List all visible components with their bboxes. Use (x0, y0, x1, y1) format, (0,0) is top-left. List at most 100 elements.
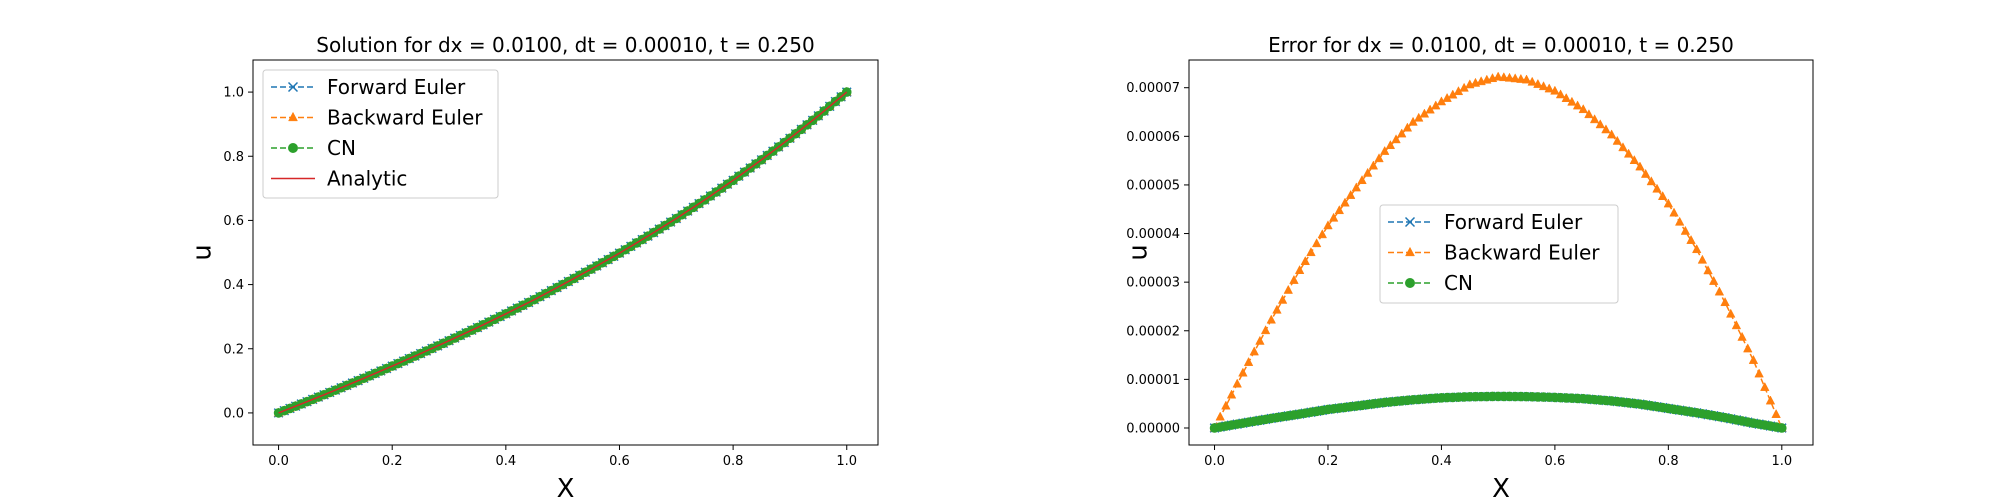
error-series-backward-euler-point (1714, 286, 1725, 296)
error-series-backward-euler-point (1317, 229, 1328, 239)
error-series-backward-euler-point (1504, 72, 1515, 82)
error-series-backward-euler-point (1657, 191, 1668, 200)
error-series-backward-euler-point (1357, 175, 1367, 185)
error-series-backward-euler-point (1703, 265, 1713, 275)
error-series-group (1209, 71, 1787, 433)
error-series-backward-euler-point (1595, 119, 1605, 129)
error-series-backward-euler-point (1249, 346, 1259, 356)
error-series-backward-euler-point (1765, 395, 1776, 405)
error-series-backward-euler-point (1402, 122, 1413, 132)
error-series-backward-euler-point (1362, 167, 1373, 177)
error-series-backward-euler-point (1368, 160, 1379, 170)
error-series-backward-euler-point (1720, 297, 1730, 307)
solution-legend-label: Backward Euler (327, 106, 483, 130)
error-series-backward-euler-point (1266, 314, 1276, 324)
error-series-backward-euler (1209, 71, 1787, 432)
solution-x-tick-label: 0.8 (723, 454, 744, 469)
error-series-backward-euler-point (1300, 256, 1311, 266)
error-y-ticks: 0.00000 0.00001 0.00002 0.00003 0.00004 0.000… (1126, 81, 1189, 436)
error-chart: Error for dx = 0.0100, dt = 0.00010, t =… (1124, 33, 1814, 500)
error-series-backward-euler-point (1555, 89, 1566, 99)
error-series-backward-euler-point (1328, 212, 1339, 222)
error-series-backward-euler-point (1674, 216, 1685, 226)
error-series-backward-euler-point (1737, 331, 1747, 341)
solution-y-tick-label: 1.0 (223, 86, 244, 101)
error-series-backward-euler-point (1771, 408, 1781, 418)
error-series-backward-euler-point (1623, 148, 1634, 158)
solution-y-tick-label: 0.2 (223, 342, 244, 357)
error-series-backward-euler-point (1374, 153, 1384, 163)
error-x-ticks: 0.0 0.2 0.4 0.6 0.8 1.0 (1204, 445, 1792, 469)
solution-y-tick-label: 0.8 (223, 150, 244, 165)
error-series-backward-euler-point (1640, 168, 1651, 178)
error-y-tick-label: 0.00002 (1126, 324, 1180, 339)
error-series-backward-euler-point (1601, 124, 1611, 134)
solution-y-ticks: 0.0 0.2 0.4 0.6 0.8 1.0 (223, 86, 253, 421)
error-series-backward-euler-point (1635, 161, 1645, 171)
solution-x-tick-label: 0.4 (495, 454, 516, 469)
error-series-backward-euler-point (1686, 234, 1696, 244)
error-series-backward-euler-point (1697, 254, 1708, 264)
error-legend: Forward Euler Backward Euler CN (1379, 204, 1619, 304)
error-legend-entry: Backward Euler (1388, 241, 1600, 265)
error-x-tick-label: 0.8 (1658, 454, 1679, 469)
error-series-backward-euler-point (1499, 72, 1509, 82)
error-plot-area (1188, 59, 1814, 446)
solution-y-axis-label: u (188, 244, 218, 260)
error-series-backward-euler-point (1340, 197, 1350, 207)
error-series-backward-euler-point (1527, 76, 1537, 86)
error-series-backward-euler-point (1544, 83, 1554, 93)
error-series-backward-euler-point (1306, 247, 1316, 257)
solution-legend-label: CN (327, 136, 356, 160)
error-x-tick-label: 0.2 (1318, 454, 1339, 469)
error-series-backward-euler-point (1680, 225, 1691, 235)
error-series-backward-euler-point (1691, 244, 1702, 254)
solution-x-tick-label: 0.6 (609, 454, 630, 469)
error-y-axis-label: u (1124, 244, 1154, 260)
error-series-backward-euler-point (1334, 205, 1345, 215)
error-series-backward-euler-point (1232, 378, 1242, 388)
solution-legend-label: Forward Euler (327, 75, 466, 99)
error-legend-entry: CN (1388, 271, 1473, 295)
error-series-backward-euler-point (1743, 343, 1753, 353)
error-series-backward-euler-point (1351, 182, 1362, 192)
solution-x-tick-label: 1.0 (836, 454, 857, 469)
error-series-backward-euler-point (1754, 368, 1764, 378)
solution-legend-entry: CN (271, 136, 356, 160)
error-legend-label: Forward Euler (1444, 210, 1583, 234)
error-series-backward-euler-point (1215, 411, 1225, 421)
solution-x-tick-label: 0.2 (382, 454, 403, 469)
error-x-tick-label: 0.0 (1204, 454, 1225, 469)
error-series-backward-euler-point (1277, 294, 1288, 304)
error-y-tick-label: 0.00004 (1126, 227, 1180, 242)
solution-legend-marker (288, 143, 298, 153)
solution-legend-marker (288, 111, 298, 122)
error-series-cn (1209, 391, 1787, 433)
error-y-tick-label: 0.00001 (1126, 373, 1180, 388)
error-y-tick-label: 0.00005 (1126, 178, 1180, 193)
error-series-backward-euler-point (1606, 129, 1617, 139)
error-series-backward-euler-point (1385, 140, 1396, 150)
solution-y-tick-label: 0.4 (223, 278, 244, 293)
error-y-tick-label: 0.00007 (1126, 81, 1180, 96)
error-legend-box (1379, 204, 1619, 304)
solution-legend-label: Analytic (327, 167, 407, 191)
error-series-backward-euler-point (1561, 93, 1571, 102)
error-series-backward-euler-point (1618, 142, 1628, 152)
error-legend-label: CN (1444, 271, 1473, 295)
solution-plot-area (252, 59, 879, 446)
error-x-axis-label: X (1492, 474, 1510, 500)
error-series-backward-euler-point (1521, 74, 1532, 84)
error-legend-label: Backward Euler (1444, 241, 1600, 265)
solution-legend-box (262, 69, 499, 199)
error-x-tick-label: 0.4 (1431, 454, 1452, 469)
error-series-backward-euler-point (1260, 325, 1271, 335)
error-y-tick-label: 0.00006 (1126, 130, 1180, 145)
solution-series-analytic-line (278, 91, 848, 414)
solution-x-ticks: 0.0 0.2 0.4 0.6 0.8 1.0 (268, 445, 857, 469)
solution-chart: Solution for dx = 0.0100, dt = 0.00010, … (188, 33, 879, 500)
error-series-backward-euler-point (1629, 155, 1640, 165)
error-legend-marker (1405, 246, 1415, 257)
error-series-backward-euler-point (1311, 238, 1322, 248)
